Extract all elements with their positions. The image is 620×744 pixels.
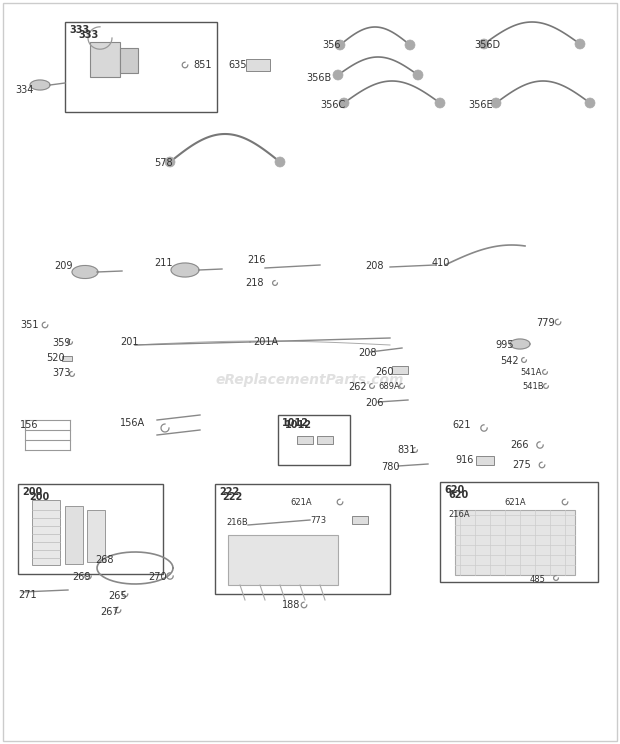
Circle shape (585, 98, 595, 108)
Circle shape (333, 70, 343, 80)
Text: 333: 333 (69, 25, 89, 35)
Text: 780: 780 (381, 462, 399, 472)
Polygon shape (510, 339, 530, 349)
Text: 265: 265 (108, 591, 126, 601)
Text: 356C: 356C (320, 100, 345, 110)
Text: 779: 779 (536, 318, 555, 328)
Text: 201: 201 (120, 337, 138, 347)
Bar (18, 484, 163, 574)
Text: 216B: 216B (226, 518, 248, 527)
Bar (317, 436, 333, 444)
Circle shape (165, 157, 175, 167)
Text: 356E: 356E (468, 100, 493, 110)
Text: 208: 208 (358, 348, 376, 358)
Text: 216A: 216A (448, 510, 469, 519)
Text: 270: 270 (148, 572, 167, 582)
Text: 373: 373 (52, 368, 71, 378)
Bar (440, 482, 598, 582)
Text: 541B: 541B (522, 382, 544, 391)
Text: 222: 222 (222, 492, 242, 502)
Bar (278, 415, 350, 465)
Text: 201A: 201A (253, 337, 278, 347)
Bar (455, 510, 575, 575)
Circle shape (479, 39, 489, 49)
Text: 621: 621 (452, 420, 471, 430)
Text: 275: 275 (512, 460, 531, 470)
Bar (87, 510, 105, 562)
Circle shape (275, 157, 285, 167)
Text: 156A: 156A (120, 418, 145, 428)
Bar (65, 506, 83, 564)
Bar (352, 516, 368, 524)
Circle shape (435, 98, 445, 108)
Text: 351: 351 (20, 320, 38, 330)
Polygon shape (30, 80, 50, 90)
Text: 620: 620 (448, 490, 468, 500)
Bar (392, 366, 408, 374)
Bar (246, 59, 270, 71)
Text: 485: 485 (530, 575, 546, 584)
Bar (32, 500, 60, 565)
Circle shape (575, 39, 585, 49)
Text: 689A: 689A (378, 382, 400, 391)
Bar (228, 535, 338, 585)
Text: 851: 851 (193, 60, 211, 70)
Bar (90, 42, 120, 77)
Text: 206: 206 (365, 398, 384, 408)
Bar (476, 455, 494, 464)
Text: 156: 156 (20, 420, 38, 430)
Circle shape (405, 40, 415, 50)
Text: 218: 218 (245, 278, 264, 288)
Text: 334: 334 (15, 85, 33, 95)
Bar (120, 48, 138, 73)
Text: 1012: 1012 (285, 420, 312, 430)
Text: 621A: 621A (504, 498, 526, 507)
Bar (62, 356, 72, 361)
Circle shape (339, 98, 349, 108)
Polygon shape (171, 263, 199, 277)
Text: 266: 266 (510, 440, 528, 450)
Circle shape (491, 98, 501, 108)
Text: 520: 520 (46, 353, 64, 363)
Text: 271: 271 (18, 590, 37, 600)
Polygon shape (72, 266, 98, 278)
Text: 578: 578 (154, 158, 172, 168)
Bar (65, 22, 217, 112)
Text: eReplacementParts.com: eReplacementParts.com (216, 373, 404, 387)
Bar (215, 484, 390, 594)
Text: 216: 216 (247, 255, 265, 265)
Text: 541A: 541A (520, 368, 541, 377)
Circle shape (335, 40, 345, 50)
Text: 200: 200 (22, 487, 42, 497)
Text: 268: 268 (95, 555, 113, 565)
Circle shape (413, 70, 423, 80)
Text: 222: 222 (219, 487, 239, 497)
Text: 269: 269 (72, 572, 91, 582)
Text: 773: 773 (310, 516, 326, 525)
Text: 209: 209 (54, 261, 73, 271)
Text: 1012: 1012 (282, 418, 309, 428)
Text: 188: 188 (282, 600, 300, 610)
Text: 621A: 621A (290, 498, 312, 507)
Text: 356B: 356B (306, 73, 331, 83)
Text: 211: 211 (154, 258, 172, 268)
Text: 831: 831 (397, 445, 415, 455)
Text: 916: 916 (455, 455, 474, 465)
Text: 262: 262 (348, 382, 366, 392)
Text: 356: 356 (322, 40, 340, 50)
Bar (297, 436, 313, 444)
Text: 635: 635 (228, 60, 247, 70)
Text: 410: 410 (432, 258, 450, 268)
Text: 542: 542 (500, 356, 518, 366)
Text: 620: 620 (444, 485, 464, 495)
Text: 267: 267 (100, 607, 118, 617)
Text: 260: 260 (375, 367, 394, 377)
Text: 356D: 356D (474, 40, 500, 50)
Text: 333: 333 (78, 30, 98, 40)
Text: 359: 359 (52, 338, 71, 348)
Text: 200: 200 (29, 492, 49, 502)
Text: 995: 995 (495, 340, 513, 350)
Text: 208: 208 (365, 261, 384, 271)
